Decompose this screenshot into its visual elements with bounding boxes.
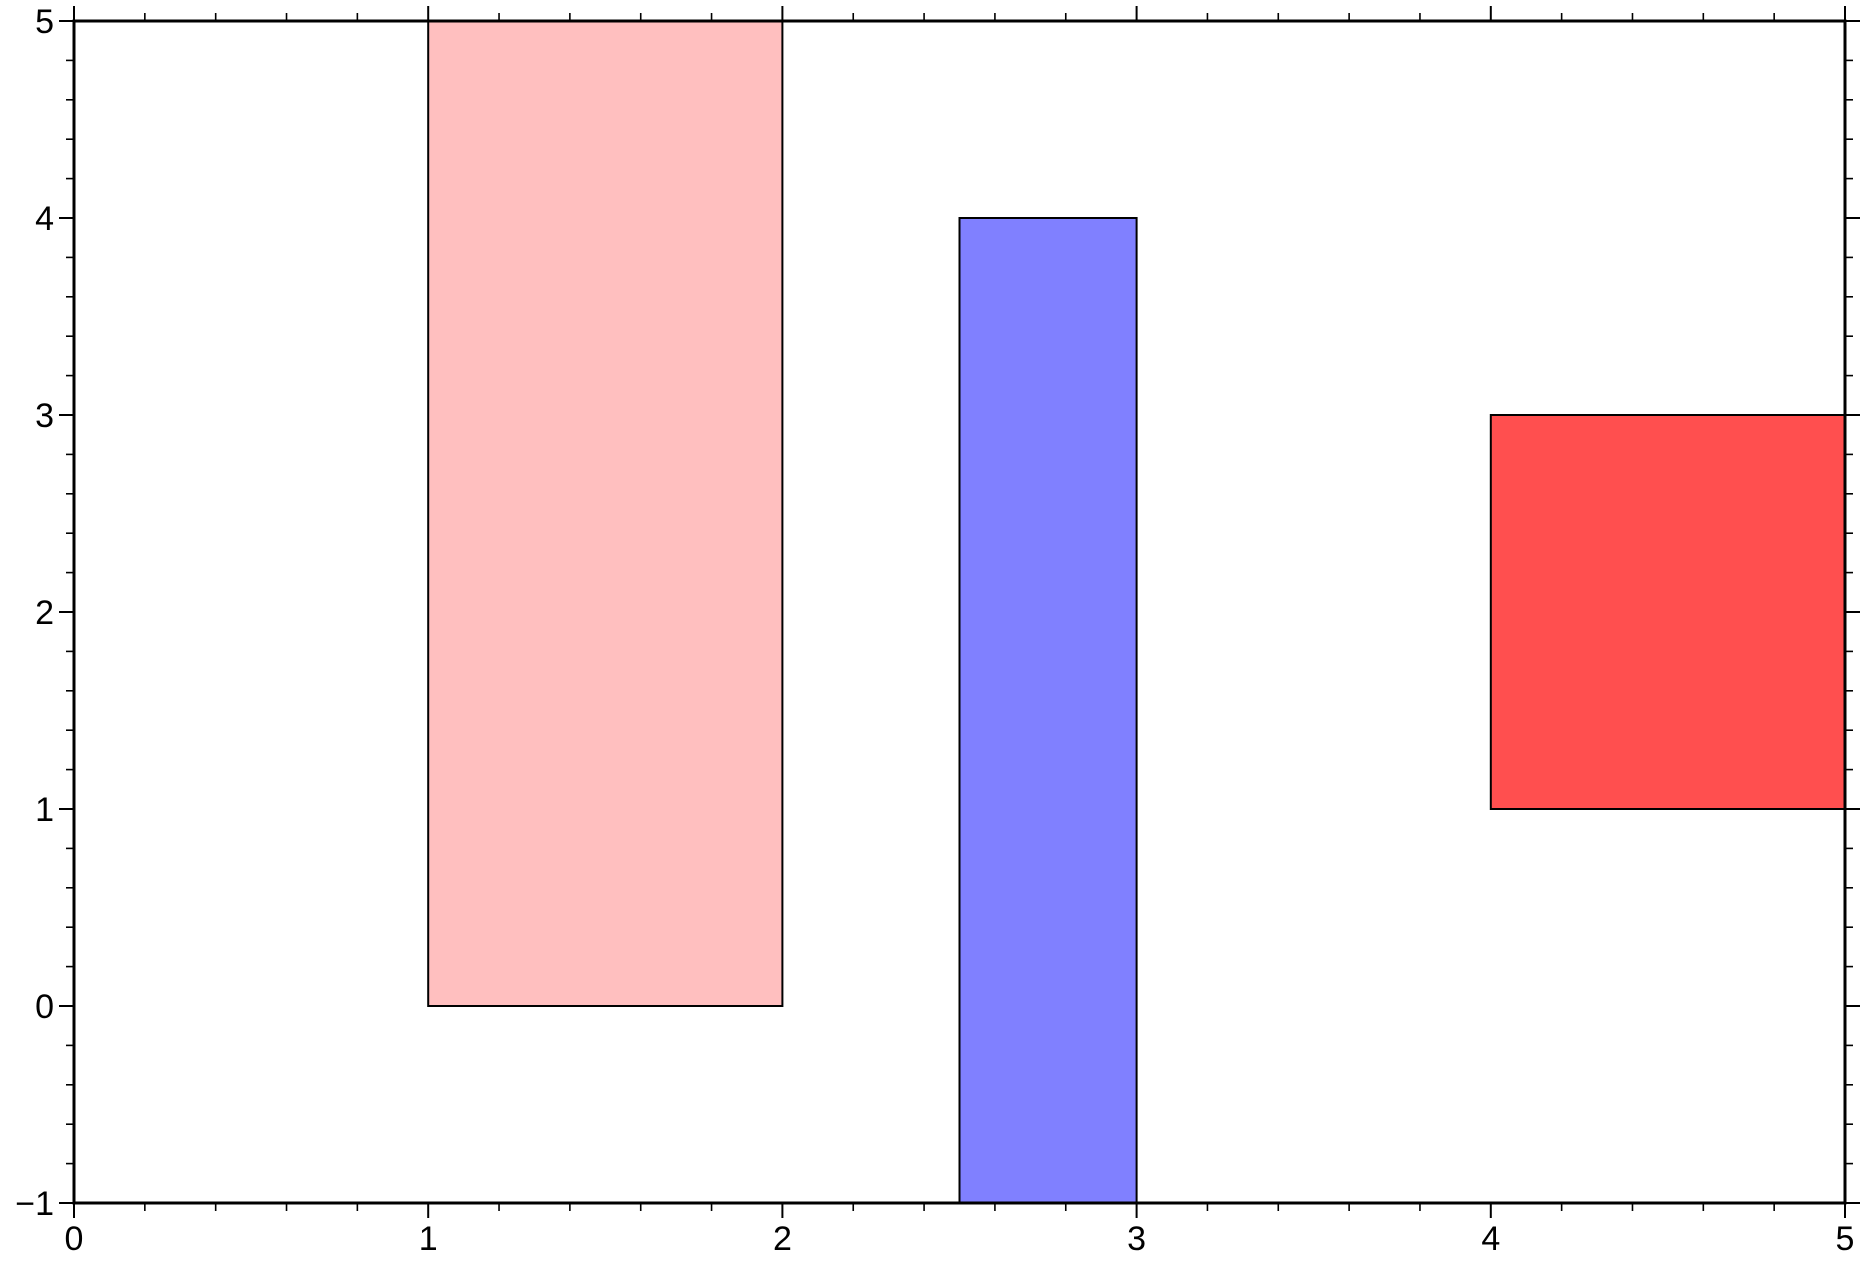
y-tick-label: 1 (35, 791, 54, 829)
y-tick-label: 5 (35, 3, 54, 41)
bar-1 (427, 20, 784, 1007)
x-tick-label: 2 (773, 1220, 792, 1258)
plot-frame (72, 19, 1847, 1205)
y-tick-label: −1 (15, 1185, 54, 1223)
x-tick-label: 4 (1481, 1220, 1500, 1258)
x-tick-label: 1 (419, 1220, 438, 1258)
y-tick-label: 4 (35, 200, 54, 238)
x-tick-label: 3 (1127, 1220, 1146, 1258)
y-tick-label: 3 (35, 397, 54, 435)
bar-3 (1489, 414, 1847, 810)
y-tick-label: 0 (35, 988, 54, 1026)
x-tick-label: 5 (1836, 1220, 1855, 1258)
bar-2 (958, 217, 1138, 1204)
tick-labels-layer: 0 1 2 3 4 5 −1 0 1 2 3 4 5 (15, 3, 1854, 1258)
x-tick-label: 0 (65, 1220, 84, 1258)
y-tick-label: 2 (35, 594, 54, 632)
bars-layer (427, 20, 1847, 1204)
